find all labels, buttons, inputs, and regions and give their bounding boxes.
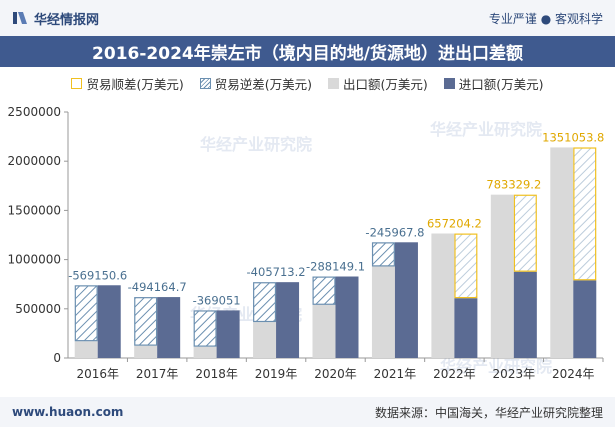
balance-data-label: -405713.2: [247, 265, 306, 279]
surplus-bar: [454, 233, 478, 299]
import-bar: [157, 297, 181, 358]
legend-label-export: 出口额(万美元): [343, 76, 428, 92]
export-bar: [431, 233, 455, 358]
x-tick-label: 2024年: [552, 367, 595, 381]
export-bar: [134, 345, 158, 358]
balance-data-label: 783329.2: [486, 178, 541, 192]
x-tick-label: 2018年: [195, 367, 238, 381]
export-bar: [253, 322, 277, 358]
import-bar: [513, 271, 537, 358]
brand-logo-icon: [13, 12, 27, 24]
legend-label-import: 进口额(万美元): [458, 76, 544, 92]
footer: www.huaon.com 数据来源：中国海关，华经产业研究院整理: [0, 397, 615, 427]
import-bar: [573, 280, 597, 358]
balance-data-label: -245967.8: [365, 225, 424, 239]
export-bar: [74, 341, 98, 358]
y-tick-label: 0: [53, 351, 61, 365]
legend-item-surplus: 贸易顺差(万美元): [71, 74, 184, 93]
legend-label-surplus: 贸易顺差(万美元): [86, 76, 184, 92]
y-tick-label: 2000000: [8, 154, 61, 168]
brand-name: 华经情报网: [34, 12, 100, 28]
tagline: 专业严谨 ● 客观科学: [488, 11, 603, 26]
balance-data-label: 1351053.8: [542, 130, 604, 144]
footer-url: www.huaon.com: [12, 405, 124, 419]
balance-data-label: 657204.2: [427, 217, 482, 231]
balance-data-label: -369051: [193, 293, 241, 307]
x-tick-label: 2016年: [76, 367, 119, 381]
x-tick-label: 2019年: [255, 367, 298, 381]
balance-data-label: -494164.7: [128, 280, 187, 294]
y-tick-label: 500000: [15, 302, 61, 316]
legend-swatch-export: [328, 77, 339, 89]
y-tick-label: 2500000: [8, 105, 61, 119]
x-tick-label: 2020年: [314, 367, 357, 381]
deficit-bar: [193, 310, 217, 347]
export-bar: [550, 147, 574, 358]
import-bar: [394, 242, 418, 358]
x-tick-label: 2021年: [374, 367, 417, 381]
import-bar: [97, 285, 121, 358]
legend-item-import: 进口额(万美元): [443, 74, 544, 93]
export-bar: [312, 304, 336, 358]
deficit-bar: [134, 297, 158, 346]
watermark: 华经产业研究院: [440, 357, 552, 376]
export-bar: [371, 266, 395, 358]
plot-area: 0 500000 1000000 1500000 2000000 2500000 -5691…: [8, 105, 605, 381]
export-bar: [490, 194, 514, 358]
balance-data-label: -288149.1: [306, 260, 365, 274]
surplus-bar: [573, 147, 597, 281]
watermark-layer: 华经产业研究院 华经产业研究院 华经产业研究院 华经产业研究院: [190, 120, 552, 376]
legend: 贸易顺差(万美元) 贸易逆差(万美元) 出口额(万美元) 进口额(万美元): [0, 73, 615, 93]
deficit-bar: [253, 282, 277, 323]
legend-swatch-import: [443, 77, 455, 89]
data-source: 数据来源：中国海关，华经产业研究院整理: [374, 405, 603, 420]
watermark: 华经产业研究院: [430, 120, 542, 139]
legend-item-export: 出口额(万美元): [328, 74, 428, 93]
x-tick-label: 2023年: [493, 367, 536, 381]
y-tick-label: 1500000: [8, 203, 61, 217]
surplus-bar: [513, 194, 537, 272]
top-bar: 华经情报网 专业严谨 ● 客观科学: [0, 0, 615, 36]
legend-swatch-deficit: [199, 77, 211, 89]
x-tick-label: 2022年: [433, 367, 476, 381]
export-bar: [193, 346, 217, 358]
import-bar: [335, 276, 359, 358]
legend-item-deficit: 贸易逆差(万美元): [199, 74, 312, 93]
import-bar: [454, 298, 478, 358]
chart-title: 2016-2024年崇左市（境内目的地/货源地）进出口差额: [0, 36, 615, 67]
deficit-bar: [371, 242, 395, 267]
deficit-bar: [74, 285, 98, 342]
watermark: 华经产业研究院: [200, 135, 312, 154]
x-tick-label: 2017年: [136, 367, 179, 381]
y-tick-label: 1000000: [8, 253, 61, 267]
legend-swatch-surplus: [71, 77, 83, 89]
deficit-bar: [312, 276, 336, 305]
brand: 华经情报网: [12, 9, 99, 28]
balance-data-label: -569150.6: [68, 268, 127, 282]
legend-label-deficit: 贸易逆差(万美元): [214, 76, 312, 92]
import-bar: [216, 310, 240, 358]
import-bar: [276, 282, 300, 358]
